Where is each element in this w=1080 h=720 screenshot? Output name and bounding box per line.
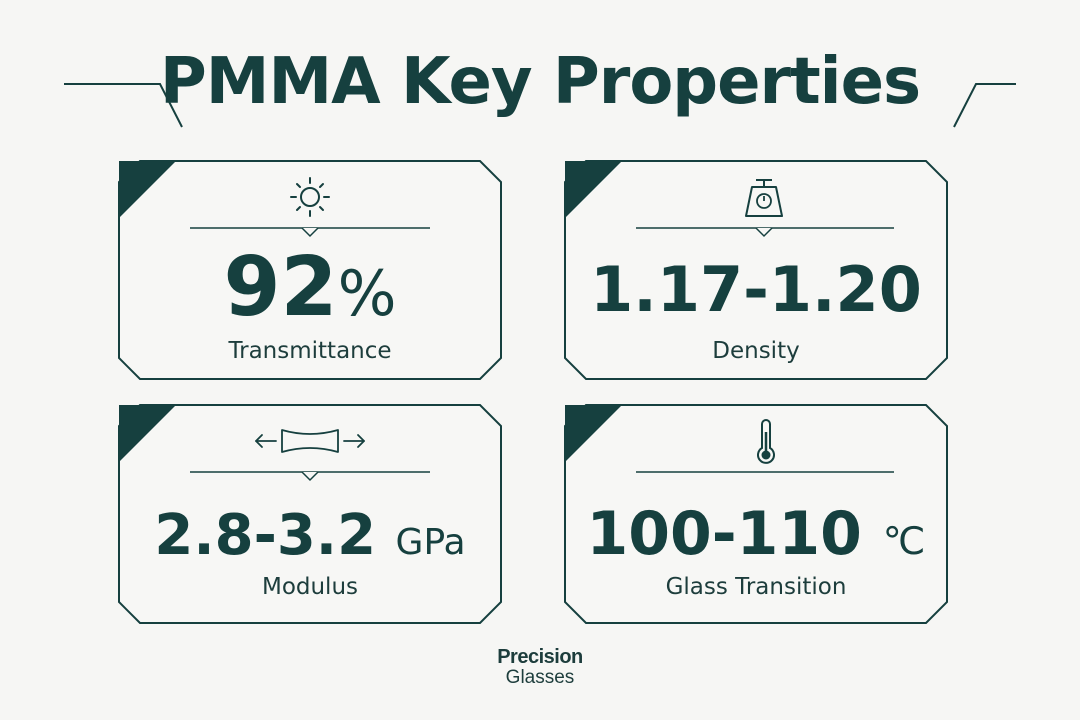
card-label: Modulus xyxy=(261,574,359,600)
page-title: PMMA Key Properties xyxy=(159,45,921,119)
card-value: 92% xyxy=(118,240,502,342)
card-frame xyxy=(118,160,502,380)
value-number: 100-110 xyxy=(586,499,862,569)
card-value: 1.17-1.20 xyxy=(564,250,948,330)
value-number: 2.8-3.2 xyxy=(154,503,377,568)
value-unit: % xyxy=(337,257,397,330)
card-frame xyxy=(564,160,948,380)
value-number: 1.17-1.20 xyxy=(590,253,922,326)
brand-logo: Precision Glasses xyxy=(440,646,640,688)
brand-name-bottom: Glasses xyxy=(505,667,575,688)
property-card-transmittance: 92% Transmittance xyxy=(118,160,502,380)
card-label: Transmittance xyxy=(228,338,392,364)
scale-icon xyxy=(745,179,783,217)
brand-name-top: Precision xyxy=(497,646,583,668)
card-frame xyxy=(118,404,502,624)
property-card-glass-transition: 100-110 ℃ Glass Transition xyxy=(564,404,948,624)
value-unit: GPa xyxy=(395,522,466,563)
property-card-density: 1.17-1.20 Density xyxy=(564,160,948,380)
property-card-modulus: 2.8-3.2 GPa Modulus xyxy=(118,404,502,624)
value-number: 92 xyxy=(223,240,338,335)
card-frame xyxy=(564,404,948,624)
thermometer-icon xyxy=(757,419,775,464)
card-value: 100-110 ℃ xyxy=(564,496,948,579)
sun-icon xyxy=(290,177,330,217)
value-unit: ℃ xyxy=(882,519,926,563)
card-label: Density xyxy=(712,338,800,364)
stretch-arrows-icon xyxy=(255,429,365,453)
card-label: Glass Transition xyxy=(665,574,847,600)
card-value: 2.8-3.2 GPa xyxy=(118,500,502,579)
